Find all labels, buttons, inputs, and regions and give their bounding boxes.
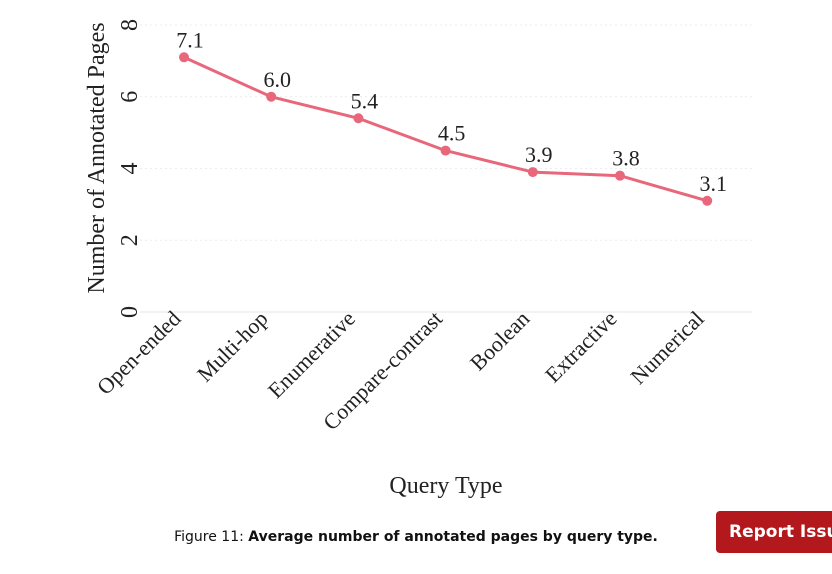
x-tick-label: Multi-hop <box>192 306 273 387</box>
y-axis-ticks: 0 2 4 6 8 <box>117 19 143 318</box>
data-point <box>702 195 713 206</box>
data-point <box>440 145 451 156</box>
data-point <box>527 167 538 178</box>
report-issue-button[interactable]: Report Issue <box>716 511 832 553</box>
data-label: 4.5 <box>438 121 466 146</box>
data-labels: 7.1 6.0 5.4 4.5 3.9 3.8 3.1 <box>176 27 727 196</box>
data-label: 6.0 <box>263 67 291 92</box>
x-tick-label: Numerical <box>625 306 708 389</box>
y-tick-label: 4 <box>117 163 143 175</box>
gridlines <box>140 24 752 241</box>
x-axis-ticks: Open-ended Multi-hopEnumerativeCompare-co… <box>92 306 709 435</box>
data-point <box>615 170 625 181</box>
figure-caption: Figure 11: Average number of annotated p… <box>0 529 832 545</box>
data-label: 7.1 <box>176 27 204 52</box>
data-label: 3.1 <box>699 171 727 196</box>
x-tick-label: Extractive <box>540 306 622 388</box>
y-tick-label: 8 <box>117 19 143 31</box>
data-label: 5.4 <box>351 88 379 113</box>
caption-text: Average number of annotated pages by que… <box>248 529 658 545</box>
y-tick-label: 0 <box>117 306 143 318</box>
x-tick-label: Enumerative <box>263 306 360 403</box>
caption-prefix: Figure 11: <box>174 529 244 545</box>
y-tick-label: 6 <box>117 91 143 103</box>
x-axis-title: Query Type <box>389 473 502 499</box>
data-point <box>353 113 364 124</box>
data-label: 3.9 <box>525 142 553 167</box>
data-point <box>266 91 277 102</box>
data-point <box>179 52 189 63</box>
data-points <box>179 52 713 206</box>
x-tick-label: Boolean <box>465 306 535 376</box>
y-axis-title: Number of Annotated Pages <box>84 22 110 293</box>
x-tick-label: Open-ended <box>92 306 186 400</box>
data-label: 3.8 <box>612 146 640 171</box>
y-tick-label: 2 <box>117 234 143 246</box>
